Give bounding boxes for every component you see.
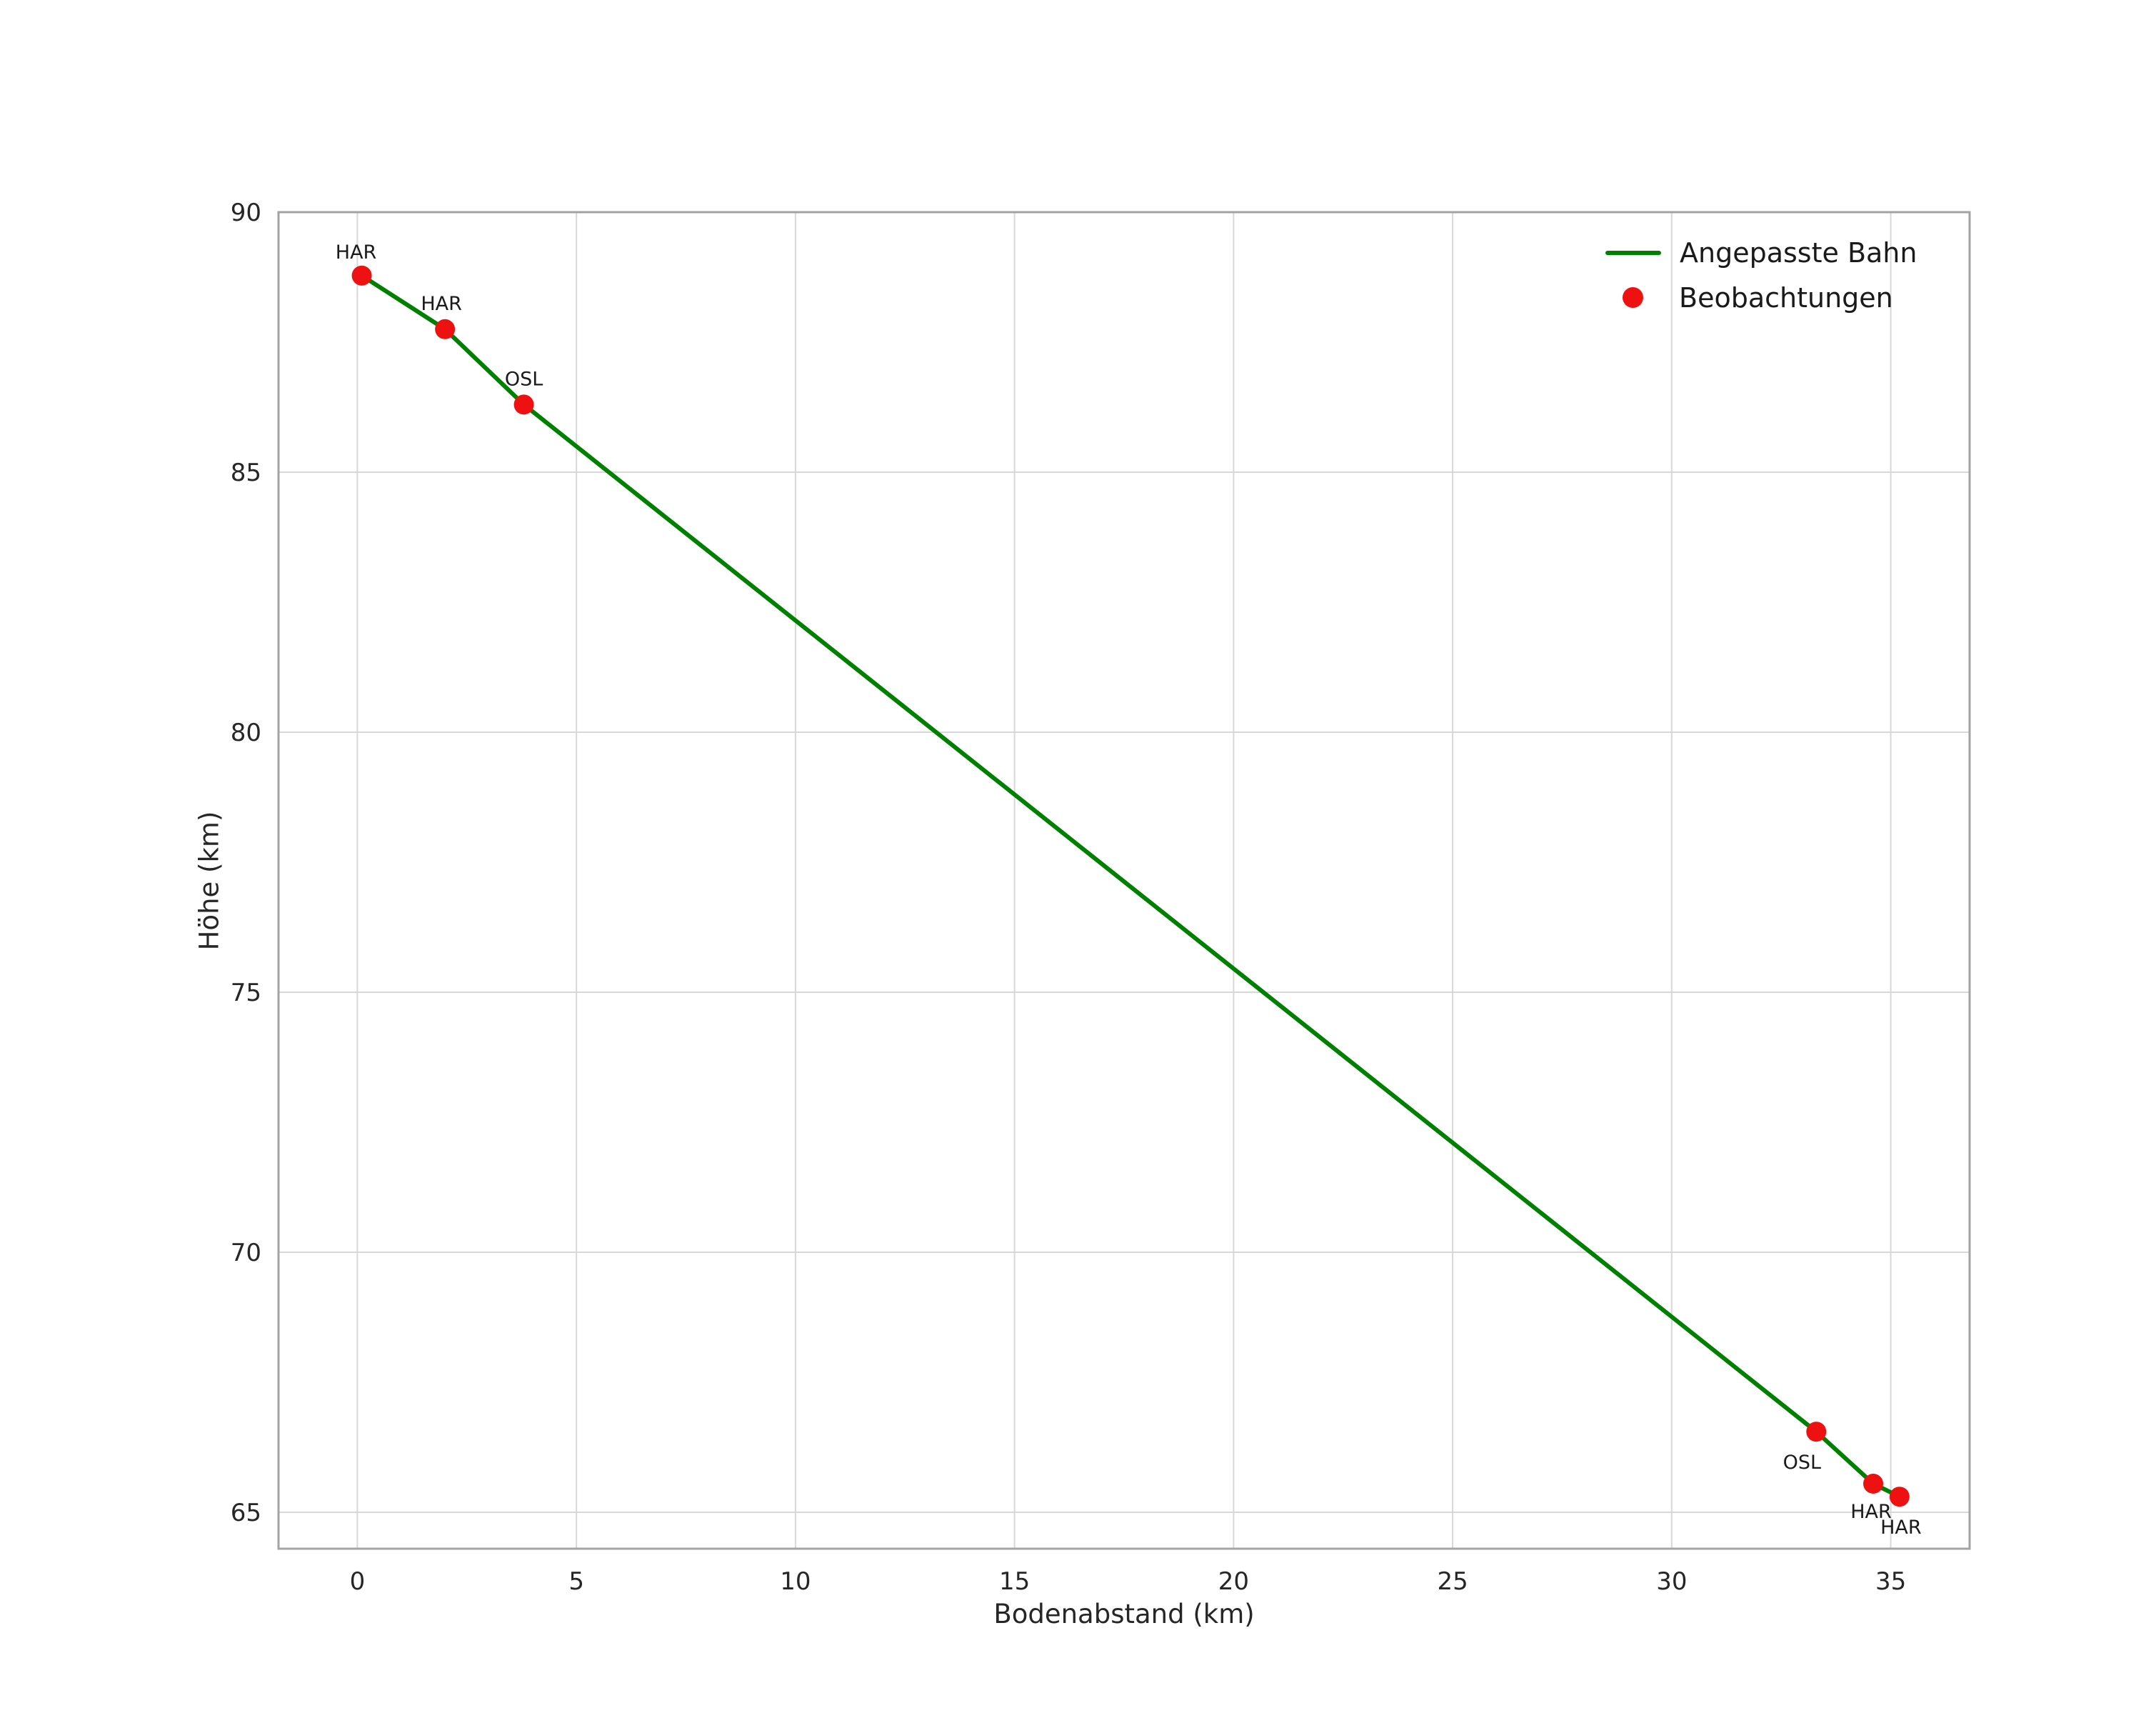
point-label: HAR (1880, 1517, 1922, 1539)
plot-border (277, 211, 1971, 1550)
y-tick-label: 85 (231, 459, 261, 487)
x-tick-label: 0 (350, 1567, 366, 1596)
x-tick-label: 5 (568, 1567, 584, 1596)
point-label: HAR (1850, 1501, 1892, 1523)
y-tick-label: 70 (231, 1239, 261, 1267)
point-label: OSL (1783, 1452, 1821, 1474)
observation-point (513, 394, 534, 415)
observation-point (1863, 1473, 1884, 1494)
x-tick-label: 25 (1437, 1567, 1468, 1596)
y-tick-label: 80 (231, 719, 261, 747)
x-tick-label: 35 (1875, 1567, 1906, 1596)
legend-label-line: Angepasste Bahn (1680, 236, 1917, 269)
y-axis-label: Höhe (km) (194, 811, 225, 951)
point-label: OSL (505, 368, 543, 390)
line-swatch-icon (1605, 250, 1661, 255)
y-tick-label: 90 (231, 199, 261, 227)
x-tick-label: 30 (1656, 1567, 1687, 1596)
point-swatch-icon (1623, 287, 1643, 308)
x-axis-label: Bodenabstand (km) (993, 1599, 1255, 1629)
fitted-trajectory-line (359, 273, 1902, 1499)
observation-point (1889, 1487, 1910, 1507)
observation-point (1806, 1422, 1827, 1442)
legend-entry-points: Beobachtungen (1605, 275, 1917, 320)
y-tick-label: 65 (231, 1499, 261, 1527)
point-label: HAR (421, 293, 462, 315)
observation-point (435, 319, 456, 339)
x-tick-label: 15 (999, 1567, 1030, 1596)
y-tick-label: 75 (231, 979, 261, 1007)
observation-point (351, 265, 372, 286)
x-tick-label: 10 (780, 1567, 811, 1596)
legend-label-points: Beobachtungen (1679, 281, 1893, 314)
point-label: HAR (336, 241, 377, 264)
x-tick-label: 20 (1218, 1567, 1249, 1596)
legend: Angepasste Bahn Beobachtungen (1605, 230, 1917, 320)
legend-entry-line: Angepasste Bahn (1605, 230, 1917, 275)
